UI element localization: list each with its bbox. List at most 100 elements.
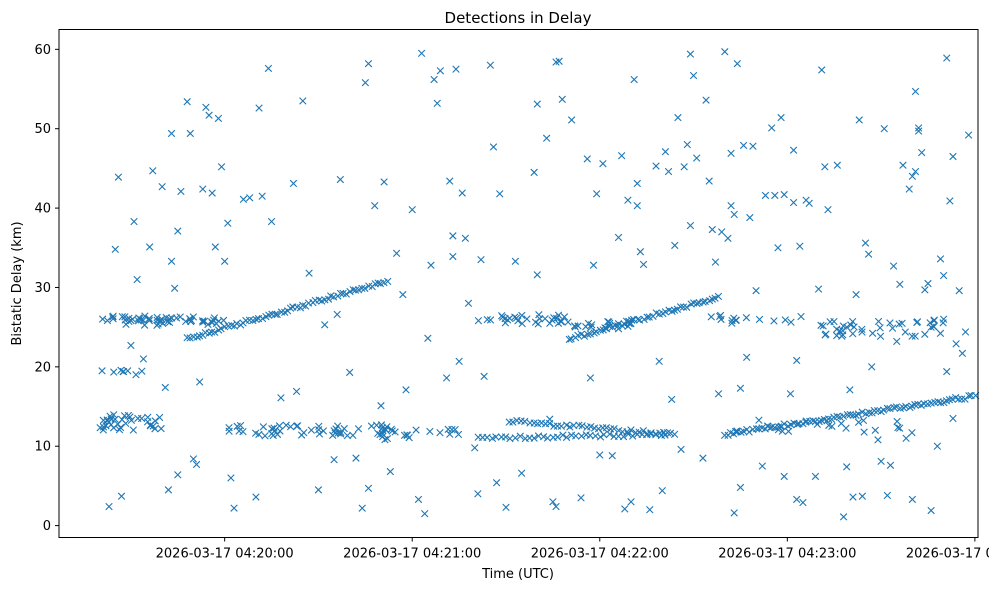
data-point	[199, 185, 207, 193]
data-point	[770, 317, 778, 325]
data-point	[293, 422, 301, 430]
data-point	[114, 173, 123, 181]
data-point	[943, 367, 951, 376]
data-point	[361, 78, 370, 87]
data-point	[140, 321, 149, 329]
data-point	[861, 239, 870, 247]
data-point	[839, 412, 848, 420]
data-point	[865, 408, 873, 417]
data-point	[652, 162, 660, 170]
data-point	[183, 98, 191, 106]
x-axis-label: Time (UTC)	[481, 567, 554, 582]
data-point	[774, 244, 782, 252]
data-point	[627, 319, 635, 328]
data-point	[269, 431, 277, 440]
data-point	[105, 502, 113, 511]
data-point	[517, 469, 526, 477]
data-point	[625, 319, 633, 328]
data-point	[471, 444, 479, 452]
data-point	[321, 321, 329, 329]
data-point	[749, 142, 757, 150]
data-point	[658, 486, 666, 495]
y-axis-label: Bistatic Delay (km)	[10, 221, 25, 345]
data-point	[755, 315, 764, 324]
data-point	[233, 422, 241, 431]
data-point	[604, 317, 612, 326]
data-point	[554, 311, 563, 319]
data-point	[621, 505, 629, 513]
x-tick-label: 2026-03-17 04:23:00	[718, 547, 856, 562]
data-point	[378, 424, 386, 432]
data-point	[103, 417, 112, 425]
data-point	[167, 129, 176, 138]
data-point	[533, 271, 541, 279]
data-point	[225, 427, 233, 435]
data-point	[372, 421, 381, 429]
data-point	[699, 298, 707, 306]
data-point	[110, 368, 118, 376]
data-point	[930, 316, 938, 324]
data-point	[211, 328, 219, 337]
data-point	[843, 463, 851, 471]
data-point	[692, 154, 701, 162]
data-point	[577, 432, 586, 440]
data-point	[379, 426, 387, 435]
data-point	[858, 408, 866, 416]
data-point	[449, 232, 457, 240]
data-point	[847, 321, 855, 329]
data-point	[157, 424, 165, 433]
data-point	[424, 334, 432, 342]
data-point	[892, 403, 901, 411]
data-point	[377, 402, 385, 410]
data-point	[818, 66, 826, 74]
data-point	[894, 423, 902, 432]
data-point	[668, 307, 676, 315]
data-point	[926, 319, 934, 327]
data-point	[639, 260, 648, 269]
data-point	[789, 146, 798, 154]
data-point	[111, 415, 119, 423]
data-point	[822, 330, 830, 338]
data-point	[602, 423, 611, 432]
data-point	[211, 243, 219, 251]
data-point	[567, 335, 575, 343]
data-point	[646, 506, 654, 514]
data-point	[886, 319, 894, 327]
data-point	[871, 426, 879, 434]
data-point	[893, 337, 901, 346]
data-point	[921, 330, 929, 338]
data-point	[351, 286, 360, 294]
data-point	[566, 423, 574, 431]
data-point	[133, 275, 141, 284]
data-point	[590, 329, 598, 337]
data-point	[742, 313, 751, 322]
data-point	[289, 179, 298, 188]
data-point	[768, 124, 776, 132]
data-point	[514, 317, 522, 325]
data-point	[911, 87, 920, 96]
data-point	[530, 168, 538, 177]
data-point	[486, 61, 495, 69]
data-point	[592, 190, 601, 198]
data-point	[117, 492, 126, 500]
data-point	[442, 374, 451, 382]
data-point	[255, 430, 263, 439]
data-point	[565, 335, 573, 344]
data-point	[643, 313, 651, 321]
data-point	[330, 427, 338, 435]
data-point	[128, 315, 137, 323]
data-point	[542, 134, 551, 142]
data-point	[796, 242, 804, 250]
data-point	[483, 315, 491, 324]
data-point	[833, 325, 841, 333]
data-point	[913, 318, 922, 326]
data-point	[898, 319, 906, 328]
data-point	[724, 234, 732, 242]
data-point	[153, 321, 161, 330]
data-point	[319, 427, 328, 435]
data-point	[559, 431, 567, 439]
data-point	[399, 290, 407, 299]
data-point	[277, 308, 286, 316]
data-point	[666, 429, 675, 437]
